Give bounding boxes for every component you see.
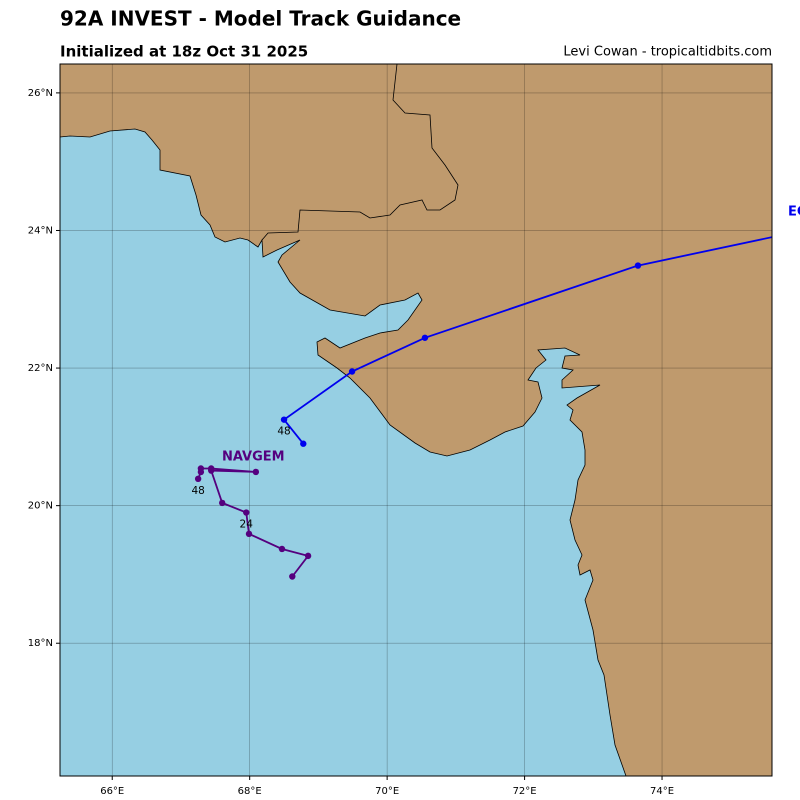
- track-point: [421, 334, 429, 341]
- plot-frame: [59, 63, 773, 777]
- chart-title: 92A INVEST - Model Track Guidance: [60, 7, 461, 31]
- x-tick-label: 74°E: [650, 786, 674, 797]
- hour-label: 48: [277, 426, 290, 438]
- track-point: [278, 545, 286, 553]
- sea: [60, 128, 627, 776]
- chart-subtitle: Initialized at 18z Oct 31 2025: [60, 43, 308, 61]
- track-point: [300, 440, 307, 447]
- track-point: [197, 468, 205, 476]
- tracks: 48 24 48 NAVGEM: [191, 236, 772, 580]
- track-point: [289, 573, 296, 580]
- labels: 66°E 68°E 70°E 72°E 74°E 18°N 20°N 22°N 24°N 26°N: [28, 88, 674, 797]
- track-name: EC: [788, 205, 800, 220]
- hour-label: 24: [240, 519, 254, 531]
- x-tick-label: 68°E: [238, 786, 262, 797]
- track-point: [245, 530, 253, 538]
- credit: Levi Cowan - tropicaltidbits.com: [563, 45, 772, 60]
- y-tick-label: 24°N: [28, 225, 53, 236]
- track-point: [280, 416, 288, 423]
- y-tick-label: 26°N: [28, 88, 53, 99]
- grid: [60, 64, 772, 776]
- y-tick-label: 18°N: [28, 638, 53, 649]
- track-point: [304, 552, 312, 560]
- x-tick-label: 66°E: [100, 786, 124, 797]
- track-point: [218, 499, 226, 507]
- hour-label: 48: [191, 485, 204, 497]
- track-point: [243, 509, 250, 516]
- track-line: [282, 236, 772, 445]
- track-point: [634, 262, 642, 269]
- track-name: NAVGEM: [222, 450, 285, 465]
- y-tick-label: 20°N: [28, 501, 53, 512]
- x-tick-label: 72°E: [513, 786, 537, 797]
- track-point: [348, 368, 356, 375]
- track-point: [194, 475, 202, 483]
- border: [261, 64, 459, 241]
- x-tick-label: 70°E: [375, 786, 399, 797]
- y-tick-label: 22°N: [28, 363, 53, 374]
- track-point: [207, 465, 215, 472]
- map: 48 24 48 NAVGEM: [60, 64, 772, 776]
- track-point: [252, 468, 260, 476]
